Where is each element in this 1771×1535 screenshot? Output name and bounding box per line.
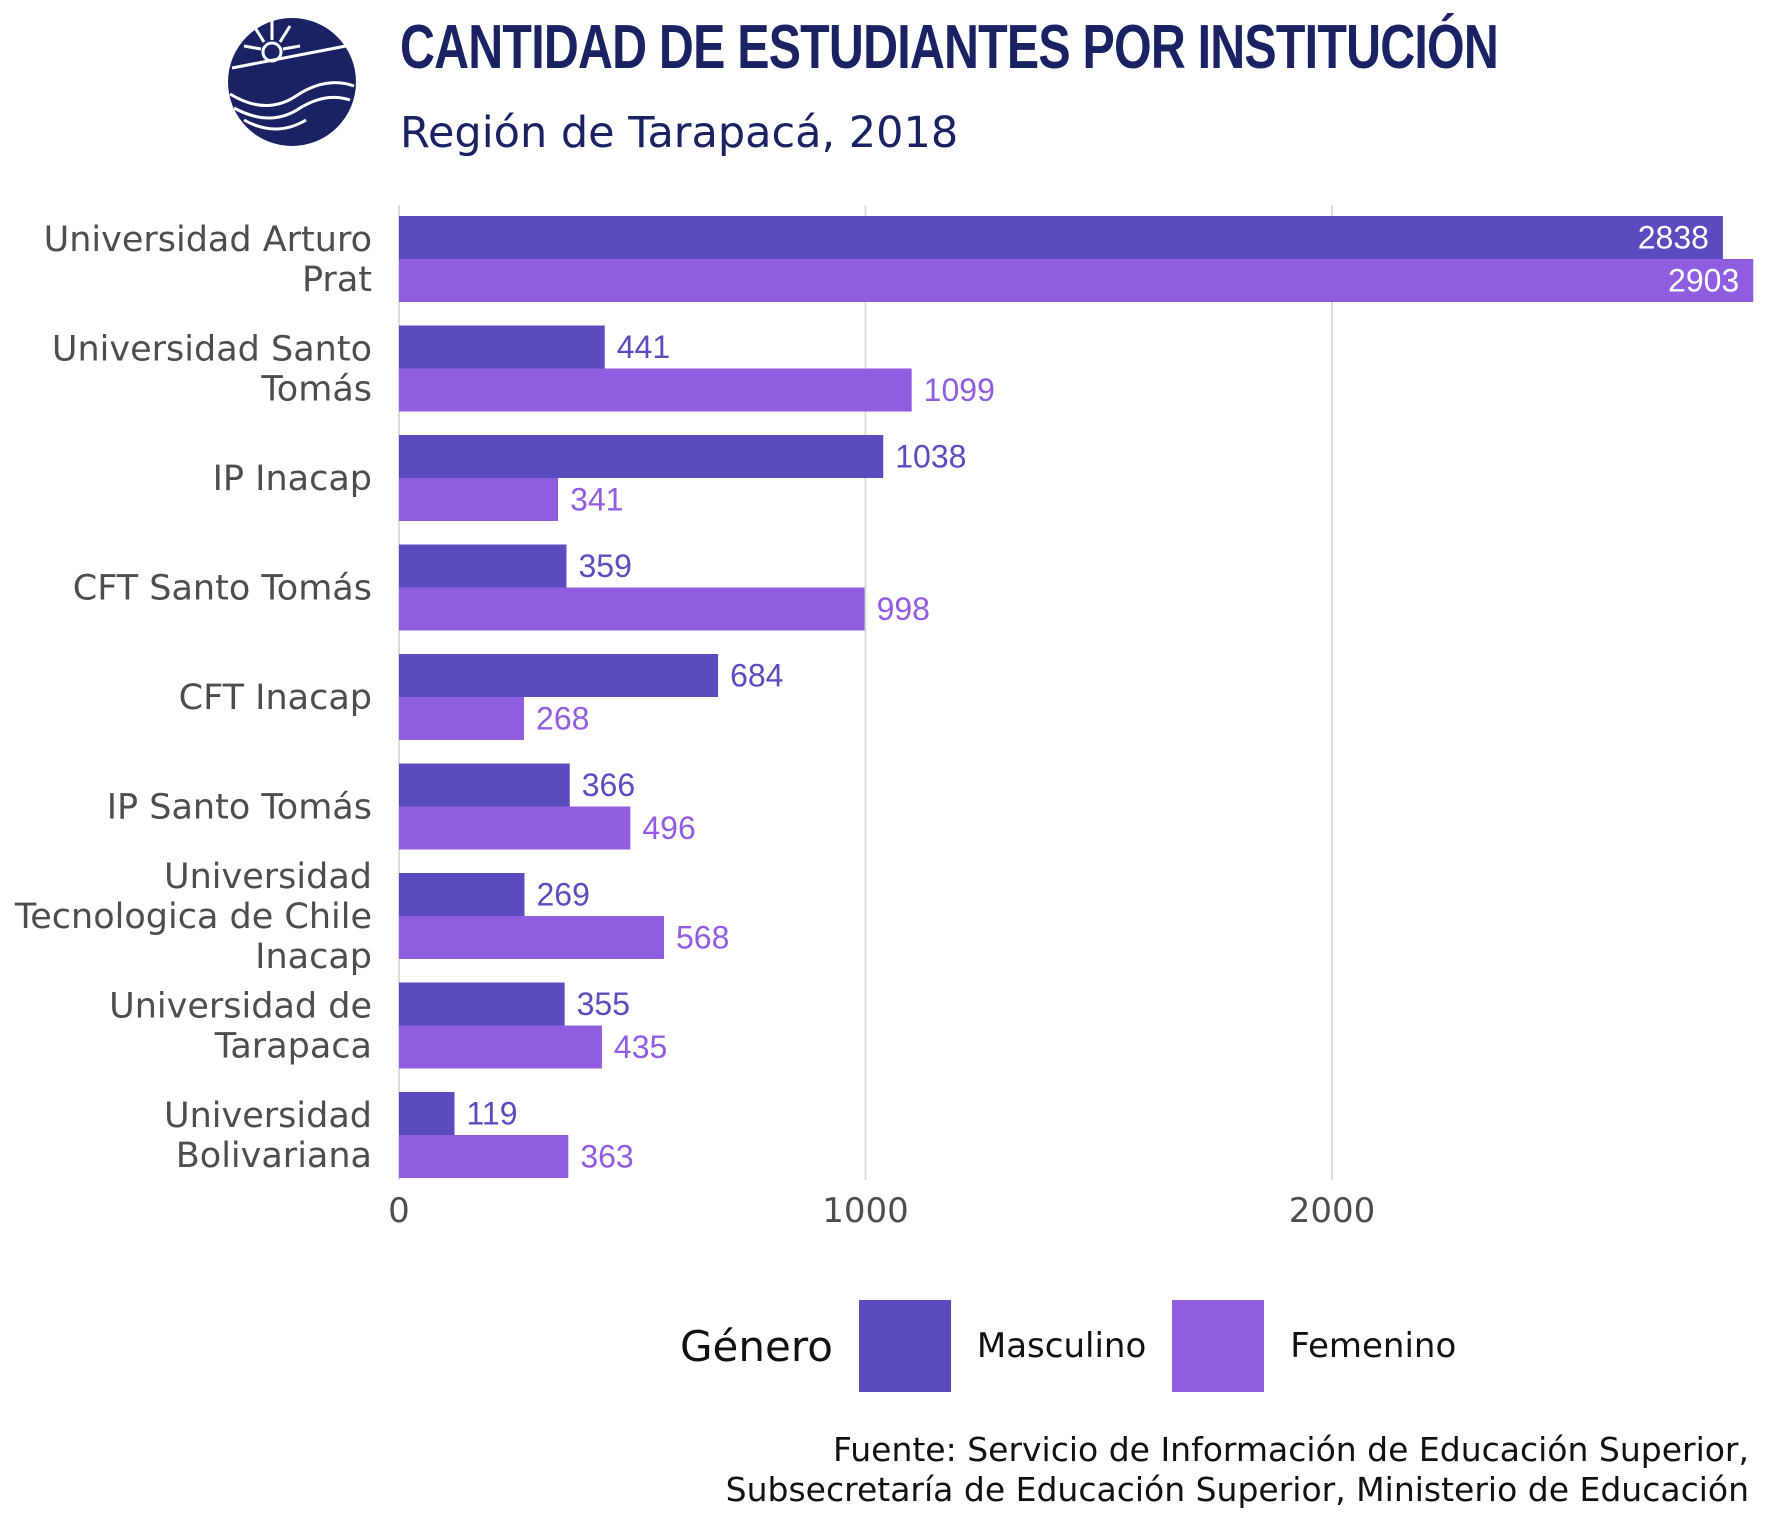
chart-subtitle: Región de Tarapacá, 2018 bbox=[400, 108, 959, 158]
data-label: 363 bbox=[580, 1139, 633, 1175]
bar-femenino bbox=[399, 806, 631, 850]
data-label: 119 bbox=[467, 1096, 518, 1132]
legend-label-femenino: Femenino bbox=[1290, 1326, 1457, 1366]
data-label: 496 bbox=[642, 810, 695, 846]
data-label: 341 bbox=[570, 482, 623, 518]
legend-title: Género bbox=[680, 1321, 833, 1371]
data-label: 998 bbox=[877, 591, 930, 627]
data-label: 366 bbox=[582, 767, 635, 803]
data-label: 269 bbox=[536, 877, 589, 913]
bar-masculino bbox=[399, 873, 525, 916]
data-label: 684 bbox=[730, 658, 783, 694]
bar-masculino bbox=[399, 216, 1723, 259]
source-caption: Fuente: Servicio de Información de Educa… bbox=[726, 1430, 1749, 1510]
y-category-label: CFT Inacap bbox=[179, 678, 372, 718]
bar-femenino bbox=[399, 587, 865, 631]
data-label: 568 bbox=[676, 920, 729, 956]
x-tick-label: 2000 bbox=[1289, 1191, 1376, 1231]
bar-femenino bbox=[399, 1135, 569, 1178]
data-label: 435 bbox=[614, 1029, 667, 1065]
logo-emblem-icon bbox=[228, 18, 356, 146]
y-category-label: IP Inacap bbox=[213, 459, 372, 499]
legend-label-masculino: Masculino bbox=[976, 1326, 1147, 1366]
bar-femenino bbox=[399, 697, 525, 740]
data-label: 268 bbox=[536, 701, 589, 737]
y-category-label: Universidad Tecnologica de Chile Inacap bbox=[14, 857, 372, 977]
legend: Género Masculino Femenino bbox=[680, 1300, 1482, 1392]
source-line-1: Fuente: Servicio de Información de Educa… bbox=[833, 1430, 1749, 1469]
source-line-2: Subsecretaría de Educación Superior, Min… bbox=[725, 1470, 1749, 1509]
legend-item-femenino: Femenino bbox=[1172, 1300, 1456, 1392]
bar-masculino bbox=[399, 325, 605, 369]
bar-masculino bbox=[399, 763, 570, 807]
bar-femenino bbox=[399, 259, 1754, 302]
y-category-label: Universidad Arturo Prat bbox=[44, 220, 372, 300]
y-category-label: Universidad Bolivariana bbox=[164, 1096, 372, 1176]
y-category-label: Universidad de Tarapaca bbox=[109, 987, 372, 1067]
legend-swatch-masculino bbox=[858, 1300, 951, 1392]
bar-masculino bbox=[399, 435, 884, 478]
x-tick-label: 0 bbox=[388, 1191, 410, 1231]
data-label: 355 bbox=[577, 986, 630, 1022]
y-category-label: CFT Santo Tomás bbox=[73, 569, 372, 609]
logo bbox=[226, 16, 358, 148]
bar-femenino bbox=[399, 1025, 602, 1069]
bar-masculino bbox=[399, 544, 567, 588]
bar-masculino bbox=[399, 1092, 455, 1135]
data-label: 1038 bbox=[895, 439, 966, 475]
bar-femenino bbox=[399, 478, 559, 521]
data-label: 1099 bbox=[924, 372, 995, 408]
legend-item-masculino: Masculino bbox=[858, 1300, 1147, 1392]
y-category-label: Universidad Santo Tomás bbox=[52, 330, 372, 410]
bar-masculino bbox=[399, 654, 719, 697]
bar-masculino bbox=[399, 982, 565, 1026]
bar-chart: 0 1000 2000 Universidad Arturo Prat 2838 2903 U… bbox=[14, 205, 1754, 1231]
x-tick-label: 1000 bbox=[822, 1191, 909, 1231]
data-label: 441 bbox=[617, 329, 670, 365]
bar-femenino bbox=[399, 368, 912, 412]
data-label: 359 bbox=[578, 548, 631, 584]
y-category-label: IP Santo Tomás bbox=[107, 788, 372, 828]
legend-swatch-femenino bbox=[1172, 1300, 1265, 1392]
chart-title: CANTIDAD DE ESTUDIANTES POR INSTITUCIÓN bbox=[400, 13, 1499, 82]
bar-femenino bbox=[399, 916, 664, 959]
data-label: 2838 bbox=[1638, 220, 1709, 256]
data-label: 2903 bbox=[1668, 263, 1739, 299]
